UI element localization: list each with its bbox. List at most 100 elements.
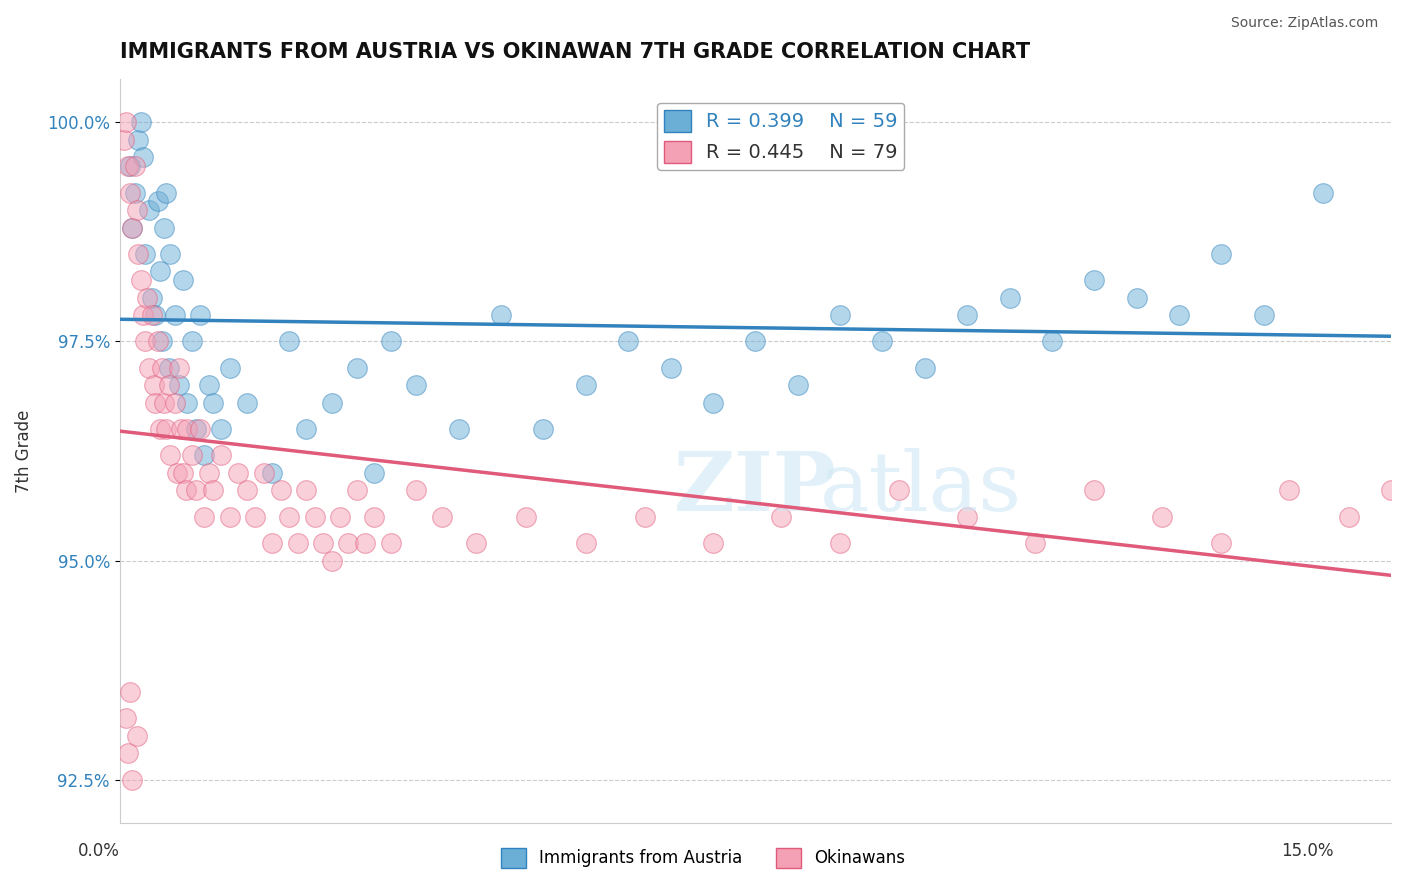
Point	[262, 536, 284, 550]
Y-axis label: 7th Grade: 7th Grade	[15, 409, 32, 492]
Point	[262, 466, 284, 480]
Point	[828, 536, 851, 550]
Point	[117, 159, 139, 173]
Point	[786, 378, 808, 392]
Point	[201, 483, 224, 498]
Point	[321, 553, 343, 567]
Point	[235, 396, 257, 410]
Point	[180, 449, 202, 463]
Point	[184, 422, 207, 436]
Point	[157, 360, 180, 375]
Point	[121, 220, 143, 235]
Point	[515, 509, 537, 524]
Point	[380, 536, 402, 550]
Point	[304, 509, 326, 524]
Point	[176, 396, 198, 410]
Point	[155, 186, 177, 200]
Point	[218, 509, 240, 524]
Point	[150, 360, 173, 375]
Point	[143, 396, 166, 410]
Point	[1152, 509, 1174, 524]
Point	[447, 422, 470, 436]
Point	[253, 466, 276, 480]
Point	[193, 449, 215, 463]
Point	[489, 308, 512, 322]
Legend: R = 0.399    N = 59, R = 0.445    N = 79: R = 0.399 N = 59, R = 0.445 N = 79	[657, 103, 904, 170]
Point	[121, 772, 143, 787]
Point	[1337, 509, 1360, 524]
Point	[118, 685, 141, 699]
Point	[118, 186, 141, 200]
Point	[129, 115, 152, 129]
Point	[956, 509, 979, 524]
Point	[201, 396, 224, 410]
Point	[702, 396, 724, 410]
Point	[138, 202, 160, 217]
Text: 15.0%: 15.0%	[1281, 842, 1334, 860]
Point	[828, 308, 851, 322]
Point	[430, 509, 453, 524]
Point	[702, 536, 724, 550]
Point	[998, 291, 1021, 305]
Point	[118, 159, 141, 173]
Point	[329, 509, 352, 524]
Point	[143, 308, 166, 322]
Legend: Immigrants from Austria, Okinawans: Immigrants from Austria, Okinawans	[494, 841, 912, 875]
Point	[295, 422, 318, 436]
Point	[1083, 273, 1105, 287]
Point	[312, 536, 335, 550]
Point	[159, 247, 181, 261]
Point	[363, 466, 385, 480]
Point	[150, 334, 173, 349]
Point	[115, 115, 138, 129]
Point	[321, 396, 343, 410]
Point	[172, 273, 194, 287]
Point	[152, 220, 174, 235]
Point	[363, 509, 385, 524]
Point	[1253, 308, 1275, 322]
Point	[124, 159, 146, 173]
Point	[138, 360, 160, 375]
Point	[744, 334, 766, 349]
Point	[346, 483, 368, 498]
Point	[1211, 247, 1233, 261]
Point	[121, 220, 143, 235]
Point	[956, 308, 979, 322]
Point	[152, 396, 174, 410]
Point	[889, 483, 911, 498]
Point	[1125, 291, 1147, 305]
Point	[914, 360, 936, 375]
Point	[169, 422, 191, 436]
Point	[405, 378, 427, 392]
Point	[172, 466, 194, 480]
Point	[141, 291, 163, 305]
Point	[575, 378, 598, 392]
Point	[149, 264, 172, 278]
Point	[337, 536, 360, 550]
Point	[209, 449, 232, 463]
Point	[617, 334, 640, 349]
Point	[146, 334, 169, 349]
Point	[197, 378, 219, 392]
Point	[295, 483, 318, 498]
Point	[146, 194, 169, 209]
Point	[129, 273, 152, 287]
Point	[226, 466, 249, 480]
Point	[163, 396, 186, 410]
Point	[174, 483, 197, 498]
Point	[575, 536, 598, 550]
Point	[278, 334, 301, 349]
Point	[1278, 483, 1301, 498]
Point	[132, 308, 155, 322]
Point	[1379, 483, 1402, 498]
Point	[132, 151, 155, 165]
Point	[531, 422, 554, 436]
Point	[163, 308, 186, 322]
Point	[380, 334, 402, 349]
Point	[115, 711, 138, 725]
Point	[155, 422, 177, 436]
Point	[149, 422, 172, 436]
Point	[270, 483, 292, 498]
Text: IMMIGRANTS FROM AUSTRIA VS OKINAWAN 7TH GRADE CORRELATION CHART: IMMIGRANTS FROM AUSTRIA VS OKINAWAN 7TH …	[120, 42, 1029, 62]
Point	[245, 509, 267, 524]
